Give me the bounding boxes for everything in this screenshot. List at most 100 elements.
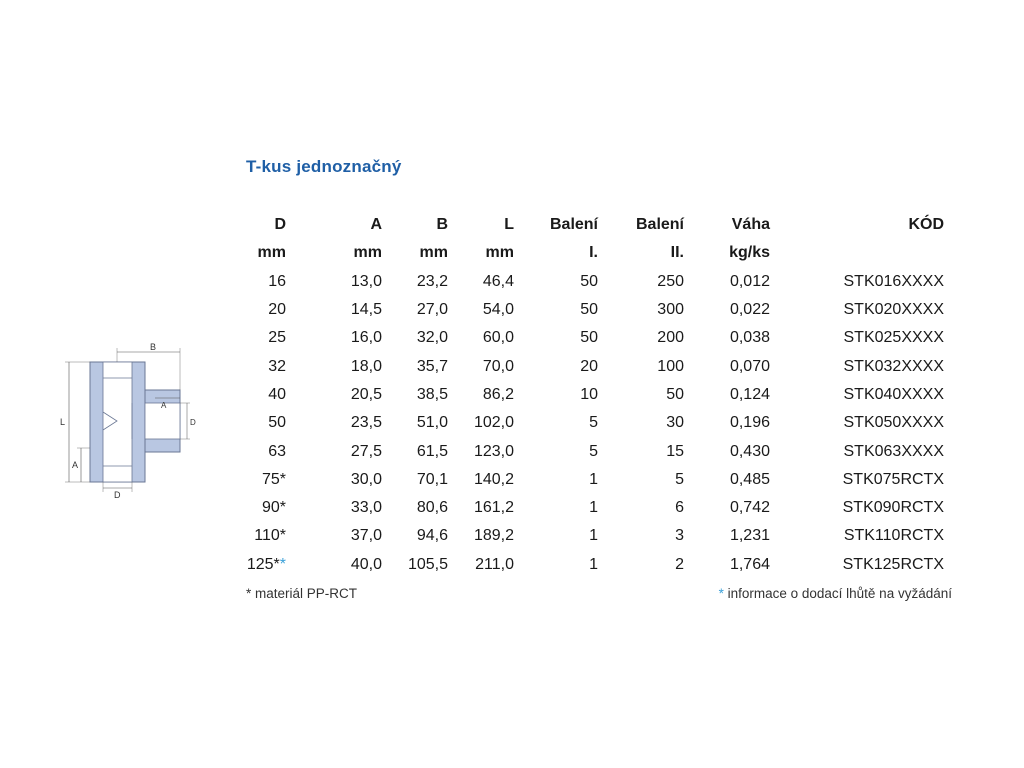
cell-l: 46,4 [482, 272, 514, 290]
cell-pack1: 5 [589, 414, 598, 432]
cell-d: 125** [240, 551, 286, 579]
cell-a: 27,5 [350, 442, 382, 460]
cell-l: 54,0 [482, 301, 514, 319]
col-header-code: KÓD [908, 216, 944, 234]
unit-d: mm [257, 244, 286, 262]
table-row: 75* 30,0 70,1 140,2 1 5 0,485 STK075RCTX [240, 466, 944, 494]
cell-code: STK020XXXX [843, 301, 945, 319]
footnote-blue-mark: * [718, 586, 724, 601]
table-row: 25 16,0 32,0 60,0 50 200 0,038 STK025XXXX [240, 324, 944, 352]
cell-weight: 0,124 [729, 385, 770, 403]
cell-pack1: 1 [589, 499, 598, 517]
cell-b: 27,0 [416, 301, 448, 319]
table-row: 125** 40,0 105,5 211,0 1 2 1,764 STK125RCTX [240, 551, 944, 579]
cell-d: 50 [240, 409, 286, 437]
cell-a: 20,5 [350, 385, 382, 403]
unit-code [770, 239, 944, 267]
cell-b: 105,5 [407, 555, 448, 573]
dim-label-l: L [60, 417, 65, 427]
cell-pack1: 1 [589, 555, 598, 573]
cell-pack2: 3 [675, 527, 684, 545]
cell-b: 51,0 [416, 414, 448, 432]
cell-a: 18,0 [350, 357, 382, 375]
cell-d: 20 [240, 296, 286, 324]
cell-pack2: 200 [657, 329, 684, 347]
cell-d-value: 32 [268, 357, 286, 375]
cell-d-mark: * [279, 527, 286, 545]
cell-d-value: 50 [268, 414, 286, 432]
cell-weight: 1,764 [729, 555, 770, 573]
cell-d-value: 63 [268, 442, 286, 460]
cell-d: 90* [240, 494, 286, 522]
cell-weight: 1,231 [729, 527, 770, 545]
cell-pack2: 5 [675, 470, 684, 488]
cell-b: 35,7 [416, 357, 448, 375]
cell-d: 32 [240, 352, 286, 380]
cell-l: 70,0 [482, 357, 514, 375]
footnote-delivery-text: informace o dodací lhůtě na vyžádání [723, 586, 952, 601]
unit-pack1: I. [589, 244, 598, 262]
cell-weight: 0,742 [729, 499, 770, 517]
cell-a: 23,5 [350, 414, 382, 432]
cell-d-mark: * [279, 499, 286, 517]
dim-label-b: B [150, 342, 156, 352]
cell-l: 60,0 [482, 329, 514, 347]
cell-weight: 0,022 [729, 301, 770, 319]
cell-weight: 0,430 [729, 442, 770, 460]
cell-pack2: 300 [657, 301, 684, 319]
cell-a: 14,5 [350, 301, 382, 319]
cell-pack1: 50 [580, 272, 598, 290]
cell-l: 140,2 [473, 470, 514, 488]
cell-weight: 0,196 [729, 414, 770, 432]
table-row: 50 23,5 51,0 102,0 5 30 0,196 STK050XXXX [240, 409, 944, 437]
header-row-2: mm mm mm mm I. II. kg/ks [240, 239, 944, 267]
cell-b: 61,5 [416, 442, 448, 460]
cell-code: STK025XXXX [843, 329, 945, 347]
cell-code: STK090RCTX [842, 499, 944, 517]
tee-branch-bore [144, 402, 181, 440]
footnote-delivery: * informace o dodací lhůtě na vyžádání [719, 586, 952, 601]
cell-pack2: 6 [675, 499, 684, 517]
cell-d: 40 [240, 381, 286, 409]
product-title: T-kus jednoznačný [246, 157, 402, 176]
cell-d: 16 [240, 268, 286, 296]
cell-d: 75* [240, 466, 286, 494]
cell-weight: 0,012 [729, 272, 770, 290]
cell-d: 25 [240, 324, 286, 352]
dim-label-d-branch: D [190, 418, 196, 427]
cell-weight: 0,038 [729, 329, 770, 347]
col-header-l: L [504, 216, 514, 234]
cell-code: STK125RCTX [842, 555, 944, 573]
table-row: 16 13,0 23,2 46,4 50 250 0,012 STK016XXXX [240, 268, 944, 296]
cell-d-mark: * [273, 555, 280, 573]
cell-pack2: 50 [666, 385, 684, 403]
dim-label-a-branch: A [161, 401, 167, 410]
cell-pack1: 1 [589, 470, 598, 488]
cell-l: 189,2 [473, 527, 514, 545]
cell-b: 32,0 [416, 329, 448, 347]
cell-pack1: 5 [589, 442, 598, 460]
cell-b: 94,6 [416, 527, 448, 545]
cell-d-value: 125 [246, 555, 274, 573]
cell-d-value: 75 [261, 470, 280, 488]
cell-d-mark: * [279, 470, 286, 488]
cell-code: STK032XXXX [843, 357, 945, 375]
cell-l: 211,0 [475, 555, 514, 573]
unit-pack2: II. [670, 244, 684, 262]
cell-pack2: 250 [657, 272, 684, 290]
spec-table-body: 16 13,0 23,2 46,4 50 250 0,012 STK016XXXX 20 14,5… [240, 268, 944, 579]
tee-main-bore [102, 361, 133, 483]
cell-d-blue-mark: * [279, 555, 286, 573]
unit-b: mm [419, 244, 448, 262]
unit-l: mm [485, 244, 514, 262]
cell-d-value: 20 [268, 301, 286, 319]
spec-table: D A B L Balení Balení Váha KÓD mm mm mm … [240, 211, 944, 579]
cell-b: 23,2 [416, 272, 448, 290]
cell-b: 70,1 [416, 470, 448, 488]
cell-pack1: 50 [580, 301, 598, 319]
cell-d-value: 90 [261, 499, 280, 517]
cell-code: STK110RCTX [843, 527, 944, 545]
cell-pack1: 20 [580, 357, 598, 375]
cell-pack1: 10 [580, 385, 598, 403]
cell-a: 33,0 [350, 499, 382, 517]
